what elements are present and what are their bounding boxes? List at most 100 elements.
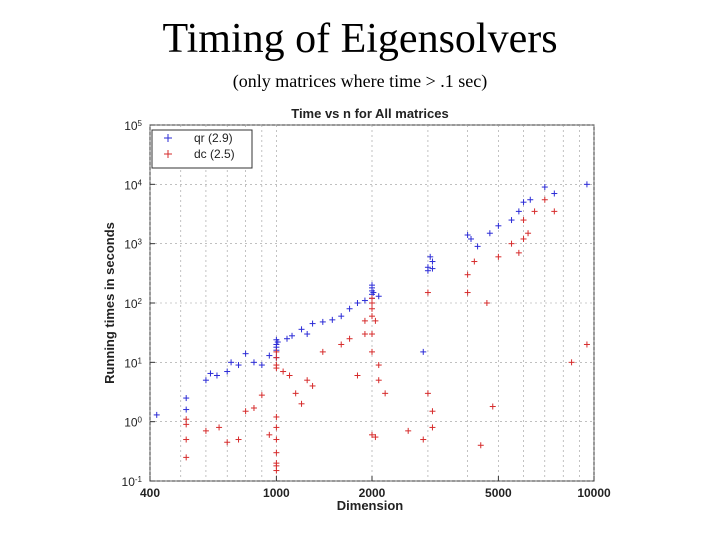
legend-entry: qr (2.9) <box>164 131 233 145</box>
data-point <box>369 331 375 338</box>
data-point <box>464 289 471 296</box>
data-point <box>273 354 280 361</box>
data-point <box>280 368 287 375</box>
data-point <box>273 348 280 355</box>
data-point <box>369 295 375 302</box>
legend-label: qr (2.9) <box>194 131 233 145</box>
y-tick-label: 102 <box>124 297 142 312</box>
slide-subtitle: (only matrices where time > .1 sec) <box>232 71 488 91</box>
data-point <box>183 454 190 461</box>
data-point <box>289 332 296 339</box>
data-point <box>354 372 361 379</box>
data-point <box>346 335 353 342</box>
data-point <box>369 282 375 289</box>
data-point <box>369 348 375 355</box>
data-point <box>250 404 257 411</box>
data-point <box>361 317 368 324</box>
data-point <box>541 184 548 191</box>
data-point <box>213 372 220 379</box>
data-point <box>183 421 190 428</box>
data-point <box>258 362 265 369</box>
data-point <box>286 372 293 379</box>
data-point <box>228 359 235 366</box>
data-point <box>346 305 353 312</box>
legend-label: dc (2.5) <box>194 147 235 161</box>
data-point <box>284 335 291 342</box>
data-point <box>250 359 257 366</box>
data-point <box>319 318 326 325</box>
data-point <box>468 235 475 242</box>
data-point <box>429 424 436 431</box>
axis-ticks: 400 1000 2000 5000 10000 10-1 100 101 102 103 104 1… <box>122 119 611 501</box>
x-tick-label: 10000 <box>577 486 611 500</box>
data-point <box>515 249 522 256</box>
data-point <box>258 392 265 399</box>
x-tick-label: 2000 <box>359 486 386 500</box>
data-point <box>424 289 431 296</box>
data-point <box>551 190 558 197</box>
data-point <box>525 230 532 237</box>
data-point <box>531 208 538 215</box>
data-point <box>183 395 190 402</box>
data-point <box>375 362 382 369</box>
data-point <box>298 326 305 333</box>
data-point <box>520 217 527 224</box>
data-point <box>298 400 305 407</box>
data-point <box>354 300 361 306</box>
x-tick-label: 1000 <box>263 486 290 500</box>
data-point <box>329 316 336 323</box>
data-point <box>266 352 273 359</box>
data-point <box>375 377 382 384</box>
y-tick-label: 101 <box>124 356 142 371</box>
data-point <box>369 305 375 312</box>
data-point <box>541 196 548 203</box>
data-point <box>477 442 484 449</box>
x-tick-label: 400 <box>140 486 160 500</box>
data-point <box>292 390 299 397</box>
data-point <box>242 408 249 415</box>
data-point <box>273 449 280 456</box>
data-point <box>382 390 389 397</box>
data-point <box>508 240 515 247</box>
data-point <box>153 411 160 418</box>
data-point <box>304 377 311 384</box>
slide-title: Timing of Eigensolvers <box>162 16 558 62</box>
legend: qr (2.9) dc (2.5) <box>151 129 253 169</box>
data-point <box>420 436 427 443</box>
data-point <box>508 217 515 224</box>
data-point <box>495 222 502 229</box>
data-point <box>202 377 209 384</box>
data-point <box>489 403 496 410</box>
data-point <box>242 350 249 357</box>
data-point <box>375 293 382 300</box>
data-point <box>429 265 436 272</box>
y-tick-label: 105 <box>124 119 142 134</box>
data-point <box>486 230 493 237</box>
data-point <box>216 424 223 431</box>
data-point <box>583 181 590 188</box>
data-point <box>183 416 190 423</box>
data-point <box>338 341 345 348</box>
data-point <box>429 408 436 415</box>
data-point <box>207 370 214 377</box>
data-point <box>464 231 471 238</box>
x-tick-label: 5000 <box>485 486 512 500</box>
data-point <box>273 413 280 420</box>
data-point <box>520 199 527 206</box>
data-point <box>370 289 377 296</box>
data-point <box>183 406 190 413</box>
data-point <box>583 341 590 348</box>
data-points <box>153 181 590 474</box>
y-tick-label: 103 <box>124 237 142 252</box>
legend-entry: dc (2.5) <box>164 147 235 161</box>
data-point <box>183 436 190 443</box>
data-point <box>361 297 368 304</box>
data-point <box>361 331 368 338</box>
data-point <box>235 436 242 443</box>
data-point <box>202 427 209 434</box>
data-point <box>424 390 431 397</box>
data-point <box>405 427 412 434</box>
data-point <box>495 253 502 260</box>
data-point <box>369 313 375 320</box>
data-point <box>464 271 471 278</box>
